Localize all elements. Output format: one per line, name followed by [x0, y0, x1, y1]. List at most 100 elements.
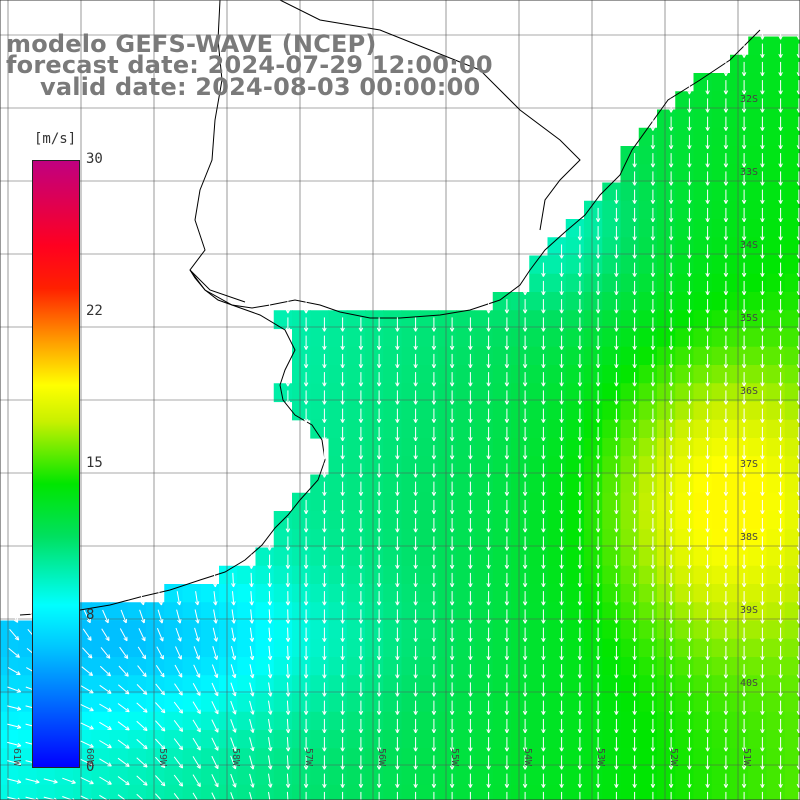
- wind-speed-cell: [748, 419, 768, 439]
- wind-speed-cell: [748, 200, 768, 220]
- wind-arrow: [632, 755, 637, 770]
- wind-speed-cell: [219, 784, 238, 800]
- wind-arrow: [504, 554, 510, 569]
- wind-speed-cell: [255, 620, 275, 640]
- wind-speed-cell: [584, 584, 603, 603]
- wind-arrow: [650, 390, 656, 405]
- wind-arrow: [322, 335, 327, 350]
- wind-arrow: [778, 372, 783, 387]
- wind-arrow: [486, 664, 491, 679]
- wind-speed-cell: [730, 547, 749, 567]
- wind-arrow: [595, 426, 601, 442]
- wind-speed-cell: [0, 766, 19, 786]
- wind-arrow: [285, 390, 291, 405]
- wind-speed-cell: [419, 638, 439, 658]
- wind-arrow: [322, 737, 327, 752]
- wind-arrow: [431, 481, 437, 496]
- wind-arrow: [231, 627, 237, 642]
- wind-arrow: [614, 609, 619, 624]
- wind-arrow: [101, 628, 110, 642]
- wind-arrow: [99, 776, 112, 785]
- wind-speed-cell: [693, 365, 713, 384]
- wind-speed-cell: [529, 693, 549, 713]
- wind-speed-cell: [182, 675, 202, 695]
- wind-speed-cell: [748, 182, 768, 202]
- wind-arrow: [705, 153, 710, 168]
- wind-speed-cell: [328, 730, 348, 749]
- wind-speed-cell: [675, 164, 695, 184]
- wind-speed-cell: [547, 365, 567, 384]
- wind-speed-cell: [584, 675, 603, 695]
- wind-arrow: [211, 701, 219, 715]
- wind-arrow: [632, 737, 637, 752]
- wind-speed-cell: [784, 182, 800, 202]
- wind-arrow: [504, 682, 510, 697]
- wind-arrow: [413, 572, 418, 588]
- wind-speed-cell: [492, 547, 512, 567]
- wind-speed-cell: [182, 730, 202, 749]
- wind-speed-cell: [127, 638, 147, 658]
- wind-arrow: [468, 317, 473, 332]
- wind-arrow: [468, 372, 473, 387]
- wind-speed-cell: [638, 565, 658, 585]
- wind-speed-cell: [547, 511, 567, 530]
- wind-arrow: [741, 591, 747, 606]
- wind-speed-cell: [273, 310, 293, 330]
- wind-speed-cell: [675, 492, 695, 512]
- wind-arrow: [760, 171, 765, 186]
- wind-speed-cell: [748, 273, 768, 293]
- wind-arrow: [504, 773, 510, 788]
- wind-speed-cell: [164, 657, 184, 676]
- wind-speed-cell: [693, 219, 713, 238]
- wind-arrow: [504, 664, 510, 679]
- wind-speed-cell: [748, 766, 768, 786]
- wind-speed-cell: [675, 438, 695, 457]
- wind-arrow: [687, 609, 692, 624]
- wind-arrow: [360, 791, 362, 800]
- wind-speed-cell: [638, 693, 658, 713]
- wind-speed-cell: [511, 602, 530, 622]
- wind-speed-cell: [310, 693, 330, 713]
- wind-arrow: [650, 353, 656, 369]
- wind-arrow: [614, 189, 619, 204]
- wind-arrow: [559, 645, 564, 661]
- wind-speed-cell: [438, 657, 457, 676]
- wind-speed-cell: [146, 602, 165, 622]
- wind-speed-cell: [529, 346, 549, 366]
- wind-arrow: [431, 755, 437, 770]
- wind-arrow: [632, 627, 637, 642]
- wind-speed-cell: [565, 365, 585, 384]
- wind-speed-cell: [638, 474, 658, 494]
- wind-arrow: [632, 262, 637, 277]
- wind-speed-cell: [657, 675, 676, 695]
- wind-arrow: [358, 499, 364, 515]
- wind-arrow: [9, 628, 20, 641]
- wind-arrow: [155, 793, 162, 800]
- wind-arrow: [614, 463, 619, 478]
- wind-arrow: [778, 317, 783, 332]
- wind-arrow: [650, 189, 656, 204]
- wind-speed-cell: [584, 419, 603, 439]
- wind-arrow: [194, 591, 200, 606]
- wind-speed-cell: [474, 474, 494, 494]
- wind-speed-cell: [328, 620, 348, 640]
- wind-speed-cell: [511, 638, 530, 658]
- wind-speed-cell: [346, 383, 366, 403]
- wind-speed-cell: [511, 456, 530, 476]
- wind-speed-cell: [383, 529, 403, 549]
- wind-speed-cell: [346, 657, 366, 676]
- wind-speed-cell: [91, 784, 111, 800]
- wind-speed-cell: [383, 401, 403, 421]
- wind-arrow: [249, 682, 255, 697]
- wind-arrow: [395, 682, 400, 697]
- wind-arrow: [173, 774, 184, 787]
- wind-speed-cell: [657, 438, 676, 457]
- wind-speed-cell: [693, 766, 713, 786]
- wind-speed-cell: [693, 693, 713, 713]
- wind-speed-cell: [200, 584, 220, 603]
- wind-speed-cell: [657, 730, 676, 749]
- wind-arrow: [340, 536, 345, 551]
- wind-speed-cell: [91, 711, 111, 731]
- wind-speed-cell: [492, 365, 512, 384]
- wind-arrow: [778, 98, 783, 113]
